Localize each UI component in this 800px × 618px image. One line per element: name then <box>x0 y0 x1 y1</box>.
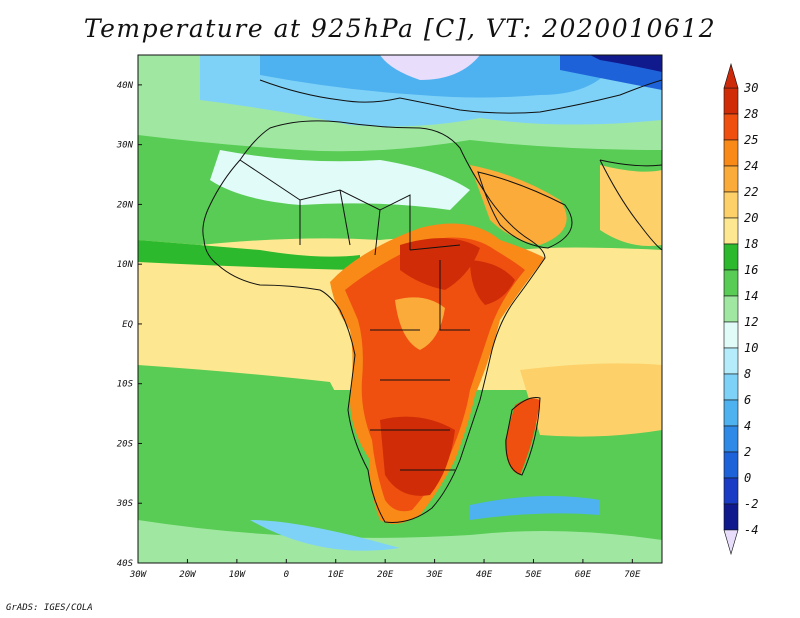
longitude-axis: 30W 20W 10W 0 10E 20E 30E 40E 50E 60E 70E <box>129 559 641 580</box>
field-cool-patch-2 <box>470 496 600 520</box>
colorbar-label: 12 <box>744 315 758 329</box>
lon-label: 40E <box>476 570 493 580</box>
colorbar-segment <box>723 451 739 479</box>
colorbar-label: 20 <box>744 211 758 225</box>
country-borders <box>239 159 470 471</box>
field-far-south <box>138 520 662 563</box>
colorbar-label: 30 <box>743 81 758 95</box>
lon-label: 0 <box>284 570 289 580</box>
colorbar-label: 0 <box>744 471 751 485</box>
colorbar-top-arrow <box>723 62 739 89</box>
colorbar-segment <box>723 165 739 193</box>
lon-label: 50E <box>525 570 542 580</box>
colorbar-segment <box>723 217 739 245</box>
colorbar-label: 8 <box>744 367 751 381</box>
field-indian-warm <box>520 363 662 437</box>
field-arabia-warm <box>470 165 567 245</box>
lon-label: 60E <box>575 570 592 580</box>
africa-coastline <box>202 120 546 523</box>
europe-coastline <box>259 79 662 114</box>
lat-label: 10N <box>117 260 134 270</box>
colorbar-label: 22 <box>744 185 758 199</box>
colorbar-segment <box>723 347 739 375</box>
lon-label: 20E <box>377 570 394 580</box>
lon-label: 70E <box>624 570 641 580</box>
lat-label: 30S <box>116 499 134 509</box>
field-hot-core-3 <box>470 260 515 305</box>
credit-text: GrADS: IGES/COLA <box>6 603 93 613</box>
colorbar-label: 4 <box>744 419 751 433</box>
plot-frame <box>137 54 663 564</box>
map-title: Temperature at 925hPa [C], VT: 202001061… <box>83 14 717 43</box>
colorbar-segment <box>723 87 739 115</box>
field-congo-cooler <box>395 297 445 350</box>
field-pale-lavender <box>380 55 480 80</box>
field-india-warm <box>600 165 662 246</box>
lon-label: 10E <box>328 570 345 580</box>
colorbar-segment <box>723 269 739 297</box>
lon-label: 30E <box>425 570 443 580</box>
colorbar-label: 28 <box>744 107 758 121</box>
field-sahara-cool <box>210 150 470 210</box>
colorbar-segment <box>723 425 739 453</box>
lat-label: 30N <box>116 141 134 151</box>
colorbar-segment <box>723 113 739 141</box>
colorbar-label: 14 <box>744 289 758 303</box>
field-hot-core-2 <box>380 416 455 496</box>
colorbar-label: 2 <box>744 445 751 459</box>
colorbar-segment <box>723 399 739 427</box>
colorbar-segment <box>723 477 739 505</box>
lat-label: 10S <box>117 380 134 390</box>
colorbar-label: -2 <box>744 497 758 511</box>
lon-label: 10W <box>229 570 247 580</box>
colorbar-label: 24 <box>744 159 758 173</box>
colorbar-label: 16 <box>744 263 758 277</box>
colorbar-bottom-arrow <box>723 529 739 556</box>
colorbar-segment <box>723 243 739 271</box>
temperature-field <box>138 55 662 563</box>
colorbar-segment <box>723 321 739 349</box>
india-coastline <box>599 159 662 251</box>
colorbar-label: 18 <box>744 237 758 251</box>
coastlines <box>202 79 662 523</box>
colorbar-segment <box>723 503 739 531</box>
madagascar-coastline <box>505 397 541 476</box>
colorbar-segment <box>723 191 739 219</box>
arabia-coastline <box>477 171 573 249</box>
field-coldest <box>590 55 662 72</box>
lat-label: 20S <box>117 439 134 449</box>
colorbar-label: 10 <box>744 341 758 355</box>
field-south-atlantic <box>138 365 350 560</box>
lon-label: 20W <box>179 570 197 580</box>
lat-label: 20N <box>117 200 134 210</box>
lon-label: 30W <box>129 570 148 580</box>
colorbar-segment <box>723 373 739 401</box>
field-cool-patch <box>250 520 400 551</box>
colorbar-segment <box>723 295 739 323</box>
colorbar-label: -4 <box>744 523 758 537</box>
field-sahel-green <box>138 240 360 270</box>
colorbar-label: 25 <box>744 133 758 147</box>
colorbar-segment <box>723 139 739 167</box>
lat-label: EQ <box>122 320 133 330</box>
lat-label: 40S <box>117 559 134 569</box>
field-madagascar <box>505 398 540 475</box>
lat-label: 40N <box>117 81 134 91</box>
colorbar-label: 6 <box>744 393 751 407</box>
latitude-axis: 40N 30N 20N 10N EQ 10S 20S 30S 40S <box>116 81 142 569</box>
